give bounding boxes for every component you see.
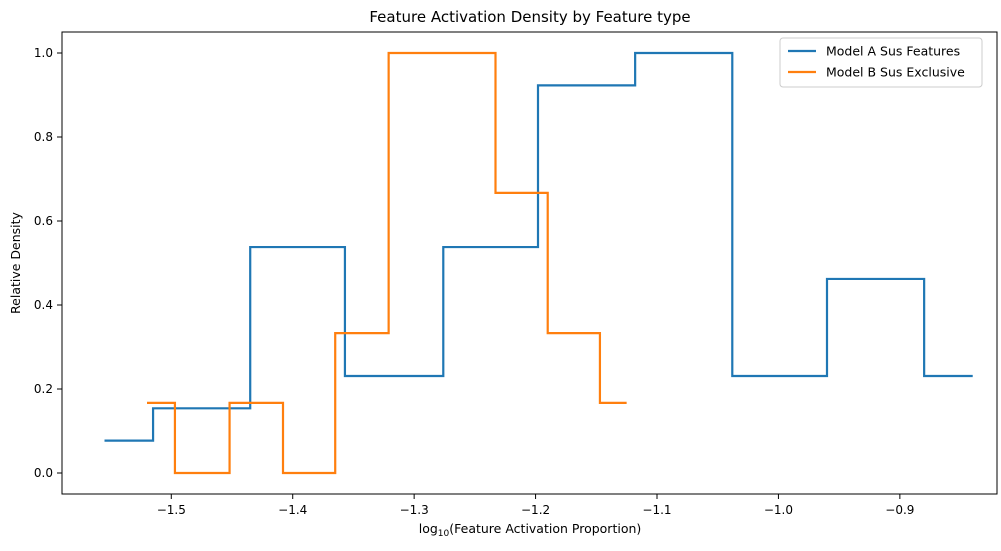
series-line-model-b <box>147 51 627 475</box>
tick-layer: −1.5 −1.4 −1.3 −1.2 −1.1 −1.0 −0.9 0.0 0.2 0.4 0.6… <box>34 46 915 517</box>
x-axis-label-sub: 10 <box>438 529 450 539</box>
x-axis-label-prefix: log <box>419 521 438 536</box>
x-tick-label: −1.5 <box>157 503 186 517</box>
y-tick-label: 0.0 <box>34 466 53 480</box>
series-line-model-a <box>104 51 973 442</box>
x-axis-label-rest: (Feature Activation Proportion) <box>449 521 641 536</box>
x-tick-label: −1.2 <box>521 503 550 517</box>
y-tick-label: 0.2 <box>34 382 53 396</box>
x-tick-label: −1.0 <box>764 503 793 517</box>
chart-title: Feature Activation Density by Feature ty… <box>369 8 690 26</box>
x-tick-label: −1.4 <box>278 503 307 517</box>
legend-label: Model B Sus Exclusive <box>826 65 965 80</box>
x-axis-label: log10(Feature Activation Proportion) <box>419 521 642 539</box>
y-tick-label: 0.6 <box>34 214 53 228</box>
y-tick-label: 0.4 <box>34 298 53 312</box>
x-tick-label: −1.3 <box>400 503 429 517</box>
x-tick-label: −0.9 <box>885 503 914 517</box>
plot-lines <box>104 51 973 475</box>
legend-label: Model A Sus Features <box>826 44 960 59</box>
legend-box <box>779 37 983 88</box>
y-axis-label: Relative Density <box>8 211 23 314</box>
plot-frame <box>61 31 998 495</box>
y-tick-label: 0.8 <box>34 130 53 144</box>
y-tick-label: 1.0 <box>34 46 53 60</box>
legend: Model A Sus Features Model B Sus Exclusiv… <box>779 37 983 88</box>
x-tick-label: −1.1 <box>642 503 671 517</box>
